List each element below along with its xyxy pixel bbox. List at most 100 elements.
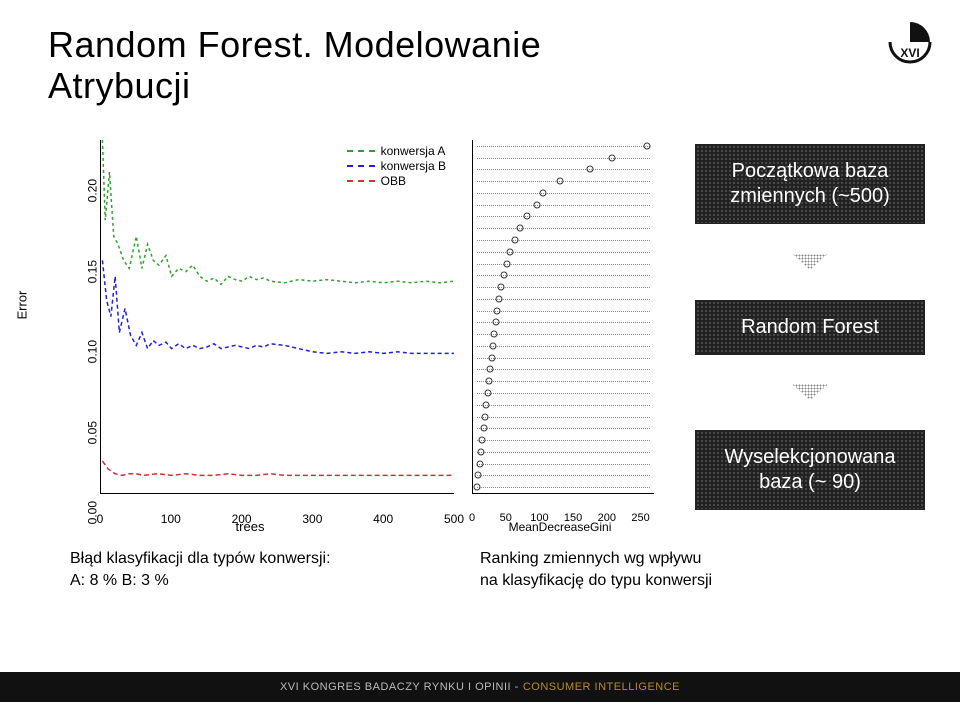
gini-point (609, 154, 616, 161)
gini-guide-line (477, 146, 650, 147)
gini-point (498, 284, 505, 291)
gini-guide-line (477, 358, 650, 359)
gini-point (516, 225, 523, 232)
gini-point (533, 201, 540, 208)
caption-right: Ranking zmiennych wg wpływu na klasyfika… (460, 548, 940, 591)
gini-plot-area (472, 140, 654, 494)
gini-guide-line (477, 417, 650, 418)
gini-guide-line (477, 393, 650, 394)
gini-point (492, 319, 499, 326)
error-ylabel: Error (15, 291, 30, 320)
gini-guide-line (477, 193, 650, 194)
gini-point (475, 472, 482, 479)
gini-guide-line (477, 228, 650, 229)
error-chart: Error 0.000.050.100.150.20 konwersja Ako… (40, 132, 460, 532)
gini-guide-line (477, 475, 650, 476)
gini-guide-line (477, 322, 650, 323)
gini-xlabel: MeanDecreaseGini (460, 520, 660, 534)
gini-point (478, 448, 485, 455)
legend-item: konwersja A (347, 144, 446, 158)
gini-guide-line (477, 169, 650, 170)
gini-guide-line (477, 158, 650, 159)
legend-swatch (347, 150, 375, 152)
error-y-ticks: 0.000.050.100.150.20 (60, 140, 98, 494)
y-tick-label: 0.05 (85, 421, 99, 444)
legend-swatch (347, 180, 375, 182)
logo-text: XVI (888, 46, 932, 60)
gini-chart: 050100150200250 MeanDecreaseGini (460, 132, 660, 532)
gini-point (500, 272, 507, 279)
captions-row: Błąd klasyfikacji dla typów konwersji: A… (40, 548, 940, 591)
caption-right-line1: Ranking zmiennych wg wpływu (480, 548, 940, 570)
gini-point (494, 307, 501, 314)
gini-point (479, 437, 486, 444)
gini-guide-line (477, 216, 650, 217)
footer-main: XVI KONGRES BADACZY RYNKU I OPINII - (280, 681, 519, 693)
gini-guide-line (477, 428, 650, 429)
gini-point (488, 354, 495, 361)
gini-point (491, 331, 498, 338)
gini-point (486, 378, 493, 385)
gini-point (480, 425, 487, 432)
title-line2: Atrybucji (48, 65, 191, 106)
caption-left-line2: A: 8 % B: 3 % (70, 570, 460, 592)
legend-label: OBB (381, 174, 406, 188)
gini-guide-line (477, 369, 650, 370)
flow-arrow-icon (792, 254, 828, 270)
error-xlabel: trees (40, 519, 460, 534)
gini-point (484, 389, 491, 396)
gini-points (473, 140, 654, 493)
flow-box-selected: Wyselekcjonowana baza (~ 90) (695, 430, 925, 510)
y-tick-label: 0.10 (85, 340, 99, 363)
gini-point (523, 213, 530, 220)
gini-point (503, 260, 510, 267)
gini-guide-line (477, 240, 650, 241)
gini-point (540, 189, 547, 196)
title-line1: Random Forest. Modelowanie (48, 24, 541, 65)
gini-guide-line (477, 381, 650, 382)
error-plot-area: konwersja Akonwersja BOBB (100, 140, 454, 494)
flow-arrow-icon (792, 384, 828, 400)
gini-point (483, 401, 490, 408)
gini-point (490, 342, 497, 349)
gini-point (476, 460, 483, 467)
error-plot-svg (101, 140, 454, 493)
y-tick-label: 0.15 (85, 260, 99, 283)
footer-accent: CONSUMER INTELLIGENCE (523, 681, 680, 693)
gini-guide-line (477, 334, 650, 335)
gini-point (506, 248, 513, 255)
y-tick-label: 0.20 (85, 179, 99, 202)
flow-box-initial: Początkowa baza zmiennych (~500) (695, 144, 925, 224)
gini-guide-line (477, 346, 650, 347)
footer-bar: XVI KONGRES BADACZY RYNKU I OPINII - CON… (0, 672, 960, 702)
gini-guide-line (477, 440, 650, 441)
gini-guide-line (477, 205, 650, 206)
gini-guide-line (477, 405, 650, 406)
legend-label: konwersja B (381, 159, 446, 173)
content-row: Error 0.000.050.100.150.20 konwersja Ako… (40, 132, 940, 532)
gini-point (482, 413, 489, 420)
gini-point (644, 142, 651, 149)
gini-point (487, 366, 494, 373)
caption-left-line1: Błąd klasyfikacji dla typów konwersji: (70, 548, 460, 570)
gini-point (474, 484, 481, 491)
gini-point (557, 178, 564, 185)
flow-column: Początkowa baza zmiennych (~500) Random … (660, 132, 940, 532)
gini-guide-line (477, 452, 650, 453)
legend-swatch (347, 165, 375, 167)
legend-item: OBB (347, 174, 446, 188)
flow-box-rf: Random Forest (695, 300, 925, 355)
caption-right-line2: na klasyfikację do typu konwersji (480, 570, 940, 592)
gini-guide-line (477, 299, 650, 300)
gini-point (496, 295, 503, 302)
gini-guide-line (477, 252, 650, 253)
legend-item: konwersja B (347, 159, 446, 173)
gini-guide-line (477, 311, 650, 312)
gini-point (587, 166, 594, 173)
error-legend: konwersja Akonwersja BOBB (347, 144, 446, 189)
gini-guide-line (477, 487, 650, 488)
gini-guide-line (477, 464, 650, 465)
caption-left: Błąd klasyfikacji dla typów konwersji: A… (40, 548, 460, 591)
event-logo: XVI (888, 20, 932, 64)
legend-label: konwersja A (381, 144, 446, 158)
